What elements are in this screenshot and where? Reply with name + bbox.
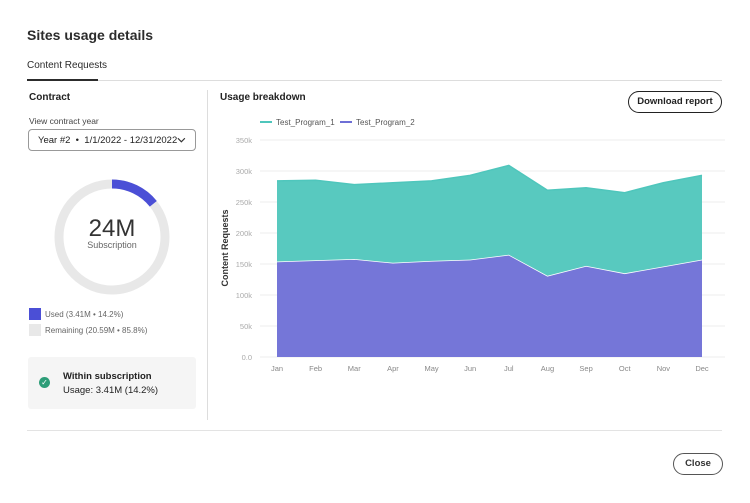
- line-test_program_1: [276, 164, 703, 194]
- y-tick-label: 300k: [236, 167, 253, 176]
- legend-label: Test_Program_1: [276, 118, 335, 127]
- x-tick-label: Aug: [541, 364, 554, 373]
- legend-label: Test_Program_2: [356, 118, 415, 127]
- used-swatch: [29, 308, 41, 320]
- subscription-caption: Subscription: [87, 240, 137, 250]
- x-tick-label: Sep: [579, 364, 592, 373]
- x-tick-label: Jan: [271, 364, 283, 373]
- usage-heading: Usage breakdown: [220, 92, 306, 103]
- x-tick-label: Mar: [348, 364, 361, 373]
- contract-heading: Contract: [29, 92, 71, 103]
- y-tick-label: 0.0: [242, 353, 252, 362]
- subscription-status-card: [28, 357, 196, 409]
- contract-year-select[interactable]: Year #2 • 1/1/2022 - 12/31/2022: [28, 129, 196, 151]
- legend-used-label: Used (3.41M • 14.2%): [45, 309, 124, 319]
- x-tick-label: Apr: [387, 364, 399, 373]
- area-test_program_2: [277, 254, 702, 357]
- remaining-swatch: [29, 324, 41, 336]
- subscription-total: 24M: [88, 215, 136, 242]
- x-tick-label: Oct: [619, 364, 632, 373]
- dialog-title: Sites usage details: [27, 27, 154, 43]
- legend-remaining-label: Remaining (20.59M • 85.8%): [45, 325, 148, 335]
- panel-divider: [207, 90, 208, 420]
- checkmark-circle-icon: ✓: [39, 377, 50, 388]
- y-tick-label: 350k: [236, 136, 253, 145]
- legend-used: Used (3.41M • 14.2%): [29, 308, 123, 320]
- y-tick-label: 50k: [240, 322, 252, 331]
- usage-chart: 0.0 50k 100k 150k 200k 250k 300k 350k Jan Feb Mar A…: [220, 118, 725, 373]
- download-report-button[interactable]: Download report: [628, 91, 722, 113]
- footer-divider: [27, 430, 722, 431]
- tab-selected-indicator: [27, 79, 98, 81]
- x-tick-label: Jul: [504, 364, 514, 373]
- status-title: Within subscription: [63, 371, 152, 382]
- x-tick-label: Feb: [309, 364, 322, 373]
- x-tick-label: Dec: [695, 364, 709, 373]
- y-tick-label: 100k: [236, 291, 253, 300]
- x-tick-label: Nov: [657, 364, 671, 373]
- contract-year-label: View contract year: [29, 116, 99, 126]
- contract-year-value: Year #2 • 1/1/2022 - 12/31/2022: [38, 134, 178, 146]
- x-tick-label: Jun: [464, 364, 476, 373]
- tab-divider: [27, 80, 722, 81]
- y-tick-label: 150k: [236, 260, 253, 269]
- y-tick-label: 250k: [236, 198, 253, 207]
- donut-used: [54, 179, 170, 295]
- legend-remaining: Remaining (20.59M • 85.8%): [29, 324, 147, 336]
- status-detail: Usage: 3.41M (14.2%): [63, 385, 159, 396]
- x-tick-label: May: [424, 364, 438, 373]
- y-axis-label: Content Requests: [220, 209, 230, 286]
- area-test_program_1: [277, 165, 702, 276]
- y-tick-label: 200k: [236, 229, 253, 238]
- close-button[interactable]: Close: [673, 453, 723, 475]
- tab-content-requests[interactable]: Content Requests: [27, 60, 108, 71]
- subscription-donut: [54, 179, 170, 295]
- chevron-down-icon: [177, 137, 186, 143]
